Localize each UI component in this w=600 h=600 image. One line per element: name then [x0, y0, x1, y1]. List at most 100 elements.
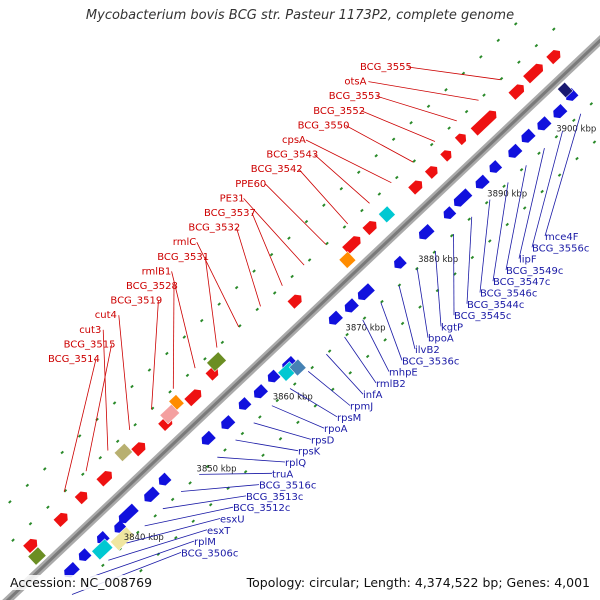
- reverse-gene: [238, 397, 252, 410]
- reverse-label-leader: [544, 113, 582, 237]
- forward-gene-label: BCG_3552: [313, 106, 365, 117]
- tick-mark: [220, 340, 225, 345]
- reverse-label-leader: [144, 506, 234, 527]
- forward-label-leader: [264, 183, 327, 245]
- tick-mark: [499, 76, 504, 81]
- reverse-gene: [78, 548, 92, 561]
- reverse-gene-label: esxU: [220, 515, 245, 526]
- tick-mark: [391, 137, 396, 142]
- reverse-gene: [443, 206, 457, 220]
- reverse-gene-label: rplM: [194, 537, 216, 548]
- reverse-label-leader: [398, 285, 416, 350]
- tick-mark: [287, 236, 291, 240]
- tick-mark: [135, 530, 140, 535]
- forward-label-leader: [251, 212, 283, 286]
- scale-label: 3880 kbp: [418, 255, 458, 265]
- tick-mark: [554, 135, 559, 139]
- reverse-label-leader: [217, 456, 286, 463]
- tick-mark: [348, 371, 353, 375]
- tick-mark: [362, 316, 367, 320]
- forward-label-leader: [85, 344, 112, 472]
- reverse-gene-label: esxT: [207, 526, 231, 537]
- reverse-gene-label: BCG_3545c: [454, 311, 511, 322]
- tick-mark: [203, 357, 207, 361]
- forward-gene-label: PPE60: [235, 179, 266, 190]
- forward-gene: [470, 110, 497, 136]
- forward-gene: [362, 220, 377, 236]
- scale-label: 3850 kbp: [196, 464, 236, 474]
- tick-mark: [461, 71, 466, 76]
- reverse-label-leader: [344, 336, 377, 384]
- tick-mark: [342, 225, 347, 229]
- tick-mark: [395, 175, 399, 180]
- reverse-gene: [118, 503, 139, 524]
- tick-mark: [153, 514, 157, 518]
- tick-mark: [345, 332, 349, 337]
- forward-gene: [508, 84, 525, 100]
- reverse-label-leader: [326, 353, 364, 395]
- reverse-gene-label: mce4F: [545, 232, 579, 243]
- forward-gene-label: PE31: [220, 193, 245, 204]
- forward-label-leader: [305, 139, 392, 184]
- forward-gene: [131, 442, 146, 457]
- reverse-label-leader: [126, 518, 221, 544]
- tick-mark: [290, 274, 294, 279]
- reverse-label-leader: [434, 251, 442, 327]
- forward-label-leader: [361, 110, 436, 142]
- forward-gene-label: BCG_3553: [329, 91, 381, 102]
- misc-feature: [113, 442, 133, 462]
- reverse-gene-label: BCG_3506c: [181, 548, 238, 559]
- reverse-label-leader: [492, 182, 509, 282]
- reverse-label-leader: [466, 216, 473, 304]
- tick-mark: [325, 241, 329, 246]
- tick-mark: [418, 305, 422, 309]
- forward-gene: [53, 512, 68, 528]
- tick-mark: [205, 464, 210, 469]
- tick-mark: [223, 448, 227, 452]
- reverse-gene-label: rpsK: [298, 447, 321, 458]
- forward-gene-label: rmlC: [173, 237, 196, 248]
- reverse-gene-label: kgtP: [441, 322, 463, 333]
- reverse-label-leader: [235, 439, 299, 452]
- tick-mark: [42, 467, 47, 471]
- reverse-label-leader: [90, 540, 195, 578]
- reverse-gene: [221, 415, 236, 430]
- forward-label-leader: [236, 227, 261, 307]
- tick-mark: [234, 285, 239, 290]
- tick-mark: [258, 415, 262, 419]
- reverse-gene: [328, 310, 343, 325]
- tick-mark: [165, 351, 169, 356]
- tick-mark: [522, 206, 527, 210]
- tick-mark: [552, 27, 556, 31]
- reverse-label-leader: [162, 495, 247, 510]
- tick-mark: [429, 142, 434, 147]
- forward-label-leader: [151, 300, 159, 410]
- forward-label-leader: [171, 271, 196, 369]
- forward-gene: [440, 150, 452, 162]
- tick-mark: [139, 568, 143, 573]
- tick-mark: [60, 450, 64, 455]
- reverse-gene-label: BCG_3536c: [402, 356, 459, 367]
- forward-gene: [287, 294, 302, 309]
- tick-mark: [81, 472, 85, 477]
- reverse-label-leader: [362, 319, 390, 372]
- tick-mark: [513, 22, 518, 26]
- reverse-gene-label: BCG_3512c: [233, 503, 290, 514]
- reverse-label-leader: [531, 130, 563, 248]
- tick-mark: [519, 167, 524, 172]
- reverse-gene: [267, 369, 281, 383]
- tick-mark: [275, 398, 280, 403]
- forward-label-leader: [407, 66, 501, 81]
- tick-mark: [182, 335, 187, 339]
- reverse-gene: [418, 224, 435, 240]
- forward-label-leader: [196, 242, 240, 328]
- genome-backbone: [2, 35, 600, 600]
- forward-label-leader: [376, 95, 457, 122]
- reverse-label-leader: [416, 268, 429, 338]
- reverse-gene-label: infA: [363, 390, 383, 401]
- tick-mark: [8, 500, 12, 504]
- reverse-gene-label: rpsD: [311, 435, 335, 446]
- tick-mark: [170, 497, 175, 502]
- tick-mark: [449, 233, 454, 238]
